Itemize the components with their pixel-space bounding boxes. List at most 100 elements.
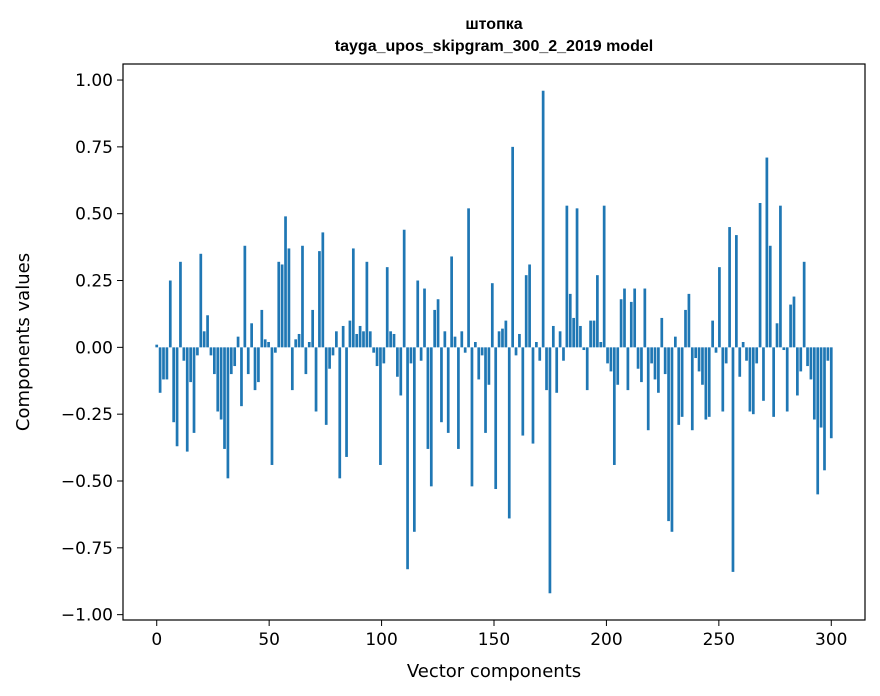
x-tick-label: 0 [151,630,162,650]
bar [175,347,179,447]
bar [260,309,264,348]
bar [453,336,457,348]
bar [511,146,514,348]
bar [755,347,759,364]
bar [389,331,392,348]
bar [741,342,745,348]
bar [341,325,345,348]
bar [162,347,165,380]
bar [365,261,369,348]
bar [524,275,528,348]
bar [385,267,389,348]
bar [701,347,704,385]
x-tick-label: 300 [815,630,847,650]
bar [240,347,243,407]
bar [667,347,670,522]
bar [541,90,545,348]
bar [765,157,769,348]
bar [612,347,616,465]
bar [735,235,738,348]
bar [704,347,708,420]
bar [585,347,589,391]
bar [779,205,782,348]
bar [589,320,592,348]
bar [416,280,420,348]
bar [318,251,321,348]
chart-title-line1: штопка [465,16,522,33]
bar [535,342,538,348]
bar [216,347,220,412]
bar [304,347,308,375]
bar [338,347,342,479]
bar [168,280,172,348]
bar [284,216,287,348]
bar [660,317,664,348]
bar [731,347,735,572]
bar [423,288,426,348]
bar [575,208,579,348]
bar [507,347,511,519]
bar [172,347,176,423]
bar [470,347,474,487]
bar [467,208,470,348]
y-tick-label: 0.25 [75,272,113,292]
bar [602,205,606,348]
bar [782,347,786,351]
bar [636,347,640,369]
bar [796,347,799,396]
bar [592,320,596,348]
bar [802,261,806,348]
bar [480,347,484,356]
bar [351,248,355,348]
bar [809,347,813,380]
bar [331,347,335,356]
bar [379,347,382,465]
bar [528,264,531,348]
x-tick-label: 150 [478,630,510,650]
bar [250,323,253,348]
bar [213,347,216,375]
bar [226,347,230,479]
bar [789,304,792,348]
bar [694,347,698,359]
bar [826,347,830,361]
bar [301,245,304,348]
bar [758,203,762,348]
bar [609,347,613,372]
bar [494,347,498,490]
bar [616,347,620,385]
bar [457,347,460,449]
bar [657,347,660,393]
bar [406,347,409,570]
y-tick-label: −0.50 [61,472,113,492]
bar [775,323,779,348]
bar [263,339,267,348]
bar [409,347,413,364]
bar [199,253,203,348]
bar [335,331,338,348]
bar [477,347,481,380]
bar [246,347,250,375]
y-tick-label: −0.25 [61,405,113,425]
bar [487,347,491,385]
bar [687,293,691,348]
bar [433,309,437,348]
bar [375,347,379,367]
bar [229,347,233,375]
bar [568,293,572,348]
bar [738,347,742,377]
bar [748,347,752,412]
bar [307,342,311,348]
bar [514,347,518,356]
bar [633,288,637,348]
bar [328,347,331,369]
bar [287,248,291,348]
bar [680,347,684,417]
y-tick-label: 0.75 [75,138,113,158]
bar [243,245,247,348]
bar [785,347,789,412]
bar [762,347,765,401]
bars-group [155,90,833,594]
bar [158,347,162,393]
bar [257,347,260,383]
